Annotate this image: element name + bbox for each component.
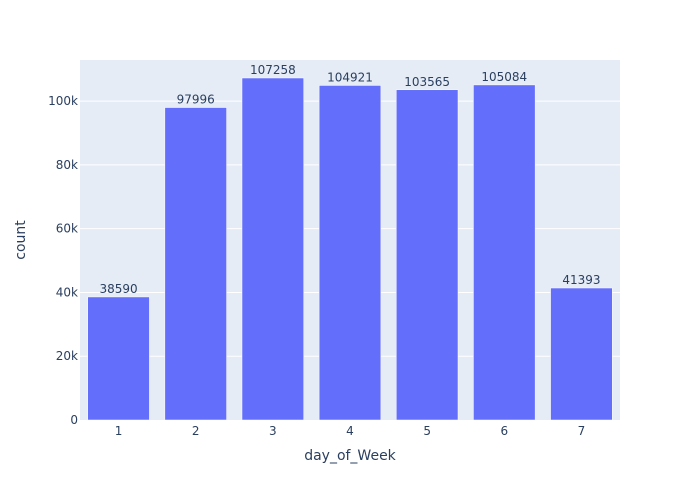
x-tick-label: 5	[423, 424, 431, 438]
y-tick-label: 20k	[56, 349, 78, 363]
y-tick-label: 40k	[56, 285, 78, 299]
bar-day-5[interactable]	[396, 89, 459, 421]
bar-day-3[interactable]	[241, 77, 304, 421]
x-tick-label: 6	[500, 424, 508, 438]
bar-value-label: 105084	[481, 70, 527, 84]
bar-day-1[interactable]	[87, 296, 150, 421]
bar-day-2[interactable]	[164, 107, 227, 421]
x-tick-label: 4	[346, 424, 354, 438]
bar-day-6[interactable]	[473, 84, 536, 421]
x-tick-label: 3	[269, 424, 277, 438]
bar-value-label: 103565	[404, 75, 450, 89]
bar-value-label: 38590	[99, 282, 137, 296]
y-tick-label: 100k	[48, 94, 78, 108]
bar-value-label: 104921	[327, 70, 373, 84]
bar-day-7[interactable]	[550, 287, 613, 421]
y-tick-label: 60k	[56, 222, 78, 236]
x-axis-tick-labels: 1 2 3 4 5 6 7	[115, 424, 585, 438]
bar-value-labels: 38590 97996 107258 104921 103565 105084 41393	[99, 63, 600, 296]
bar-value-label: 107258	[250, 63, 296, 77]
y-axis-title: count	[13, 220, 29, 260]
y-axis-tick-labels: 0 20k 40k 60k 80k 100k	[48, 94, 78, 427]
x-tick-label: 7	[578, 424, 586, 438]
y-tick-label: 80k	[56, 158, 78, 172]
x-tick-label: 1	[115, 424, 123, 438]
x-axis-title: day_of_Week	[304, 448, 396, 464]
y-tick-label: 0	[70, 413, 78, 427]
bars	[87, 77, 613, 421]
bar-value-label: 97996	[177, 93, 215, 107]
bar-value-label: 41393	[562, 273, 600, 287]
x-tick-label: 2	[192, 424, 200, 438]
bar-day-4[interactable]	[318, 85, 382, 421]
